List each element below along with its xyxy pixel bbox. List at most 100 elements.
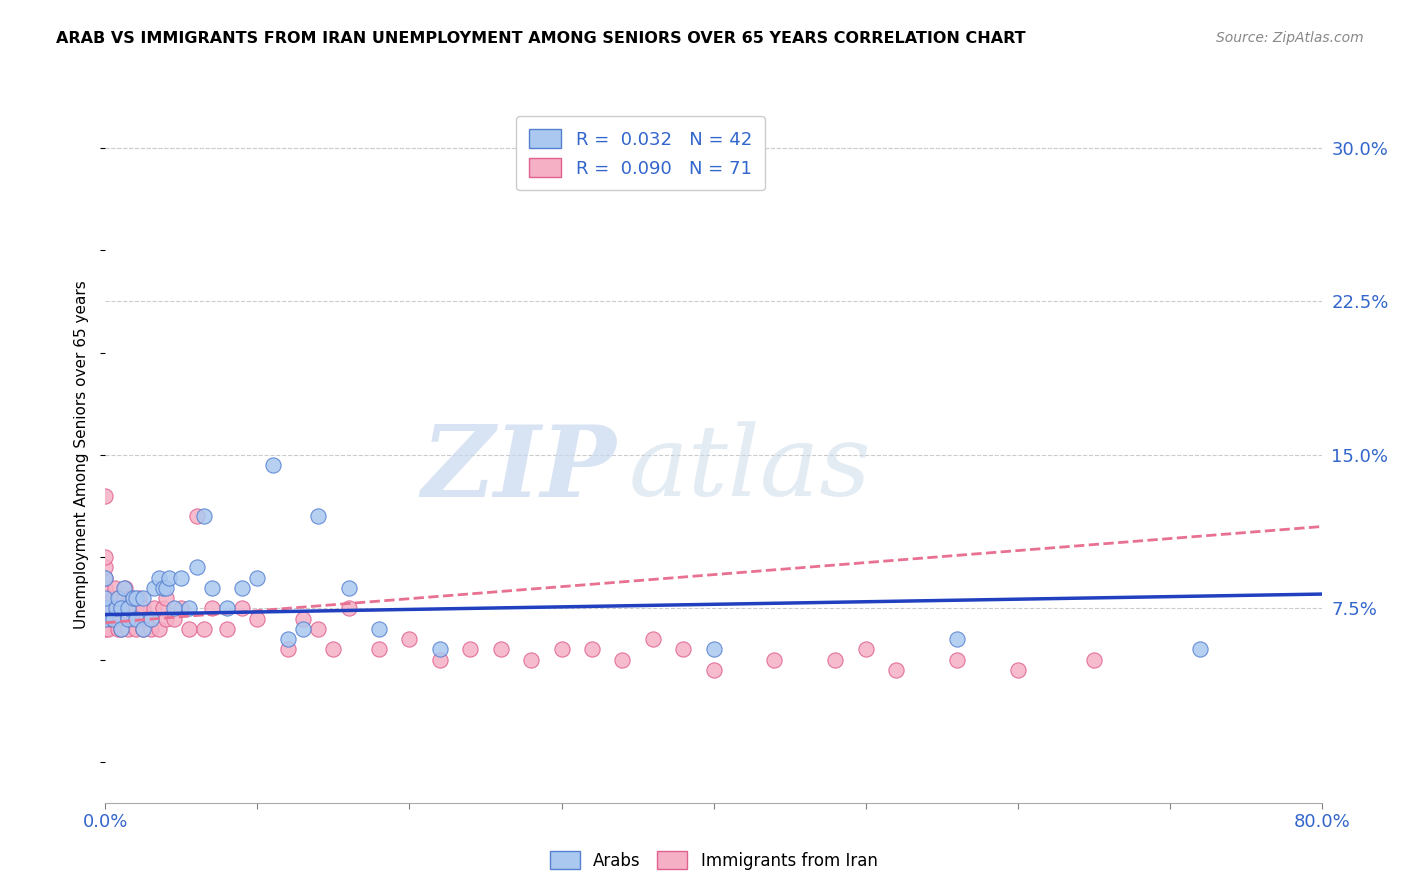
Point xyxy=(94,612,117,626)
Point xyxy=(157,571,180,585)
Point xyxy=(231,601,253,615)
Point xyxy=(170,571,193,585)
Point xyxy=(368,622,391,636)
Point xyxy=(94,601,117,615)
Point xyxy=(429,642,451,657)
Point xyxy=(170,601,193,615)
Point xyxy=(103,581,125,595)
Point xyxy=(110,622,132,636)
Point xyxy=(110,622,132,636)
Point xyxy=(1188,642,1211,657)
Point xyxy=(97,622,120,636)
Point xyxy=(101,591,124,606)
Point xyxy=(824,652,846,666)
Point xyxy=(217,622,239,636)
Point xyxy=(489,642,512,657)
Point xyxy=(763,652,786,666)
Text: ZIP: ZIP xyxy=(422,421,616,517)
Point xyxy=(135,612,157,626)
Point xyxy=(139,622,162,636)
Point xyxy=(112,581,135,595)
Point xyxy=(94,612,117,626)
Point xyxy=(117,601,139,615)
Point xyxy=(94,550,117,565)
Point xyxy=(550,642,572,657)
Point xyxy=(94,591,117,606)
Point xyxy=(143,601,166,615)
Point xyxy=(163,601,186,615)
Point xyxy=(94,601,117,615)
Point xyxy=(262,458,284,472)
Legend: Arabs, Immigrants from Iran: Arabs, Immigrants from Iran xyxy=(541,843,886,878)
Point xyxy=(277,642,299,657)
Point xyxy=(1007,663,1029,677)
Point xyxy=(117,622,139,636)
Point xyxy=(132,622,155,636)
Point xyxy=(945,652,967,666)
Point xyxy=(193,509,215,524)
Point xyxy=(125,612,148,626)
Point xyxy=(307,622,329,636)
Text: ARAB VS IMMIGRANTS FROM IRAN UNEMPLOYMENT AMONG SENIORS OVER 65 YEARS CORRELATIO: ARAB VS IMMIGRANTS FROM IRAN UNEMPLOYMEN… xyxy=(56,31,1026,46)
Point xyxy=(186,560,208,574)
Point xyxy=(132,591,155,606)
Point xyxy=(117,601,139,615)
Point xyxy=(672,642,695,657)
Point xyxy=(107,601,129,615)
Point xyxy=(155,591,177,606)
Point xyxy=(398,632,420,646)
Point xyxy=(231,581,253,595)
Point xyxy=(125,591,148,606)
Point xyxy=(155,612,177,626)
Point xyxy=(292,622,315,636)
Point xyxy=(117,612,139,626)
Point xyxy=(368,642,391,657)
Point xyxy=(108,591,131,606)
Text: Source: ZipAtlas.com: Source: ZipAtlas.com xyxy=(1216,31,1364,45)
Point xyxy=(94,571,117,585)
Point xyxy=(143,581,166,595)
Point xyxy=(702,642,725,657)
Point xyxy=(100,601,122,615)
Point xyxy=(125,622,148,636)
Point xyxy=(702,663,725,677)
Point xyxy=(148,622,170,636)
Point xyxy=(101,612,124,626)
Point xyxy=(107,591,129,606)
Point xyxy=(307,509,329,524)
Point xyxy=(322,642,344,657)
Point xyxy=(139,612,162,626)
Point xyxy=(107,622,129,636)
Point xyxy=(132,601,155,615)
Point xyxy=(152,601,174,615)
Point xyxy=(128,591,150,606)
Point xyxy=(581,642,603,657)
Point xyxy=(201,601,224,615)
Point xyxy=(217,601,239,615)
Point xyxy=(94,489,117,503)
Point xyxy=(246,571,269,585)
Point xyxy=(148,571,170,585)
Point xyxy=(105,601,128,615)
Point xyxy=(118,591,141,606)
Point xyxy=(155,581,177,595)
Point xyxy=(429,652,451,666)
Point xyxy=(612,652,634,666)
Point xyxy=(94,622,117,636)
Point xyxy=(177,601,200,615)
Point xyxy=(94,591,117,606)
Point xyxy=(112,591,135,606)
Point xyxy=(110,601,132,615)
Y-axis label: Unemployment Among Seniors over 65 years: Unemployment Among Seniors over 65 years xyxy=(75,281,90,629)
Point xyxy=(121,591,143,606)
Point xyxy=(125,601,148,615)
Point xyxy=(110,601,132,615)
Point xyxy=(277,632,299,646)
Point xyxy=(163,612,186,626)
Point xyxy=(201,581,224,595)
Point xyxy=(1083,652,1105,666)
Point xyxy=(94,560,117,574)
Point xyxy=(855,642,877,657)
Point xyxy=(337,581,360,595)
Text: atlas: atlas xyxy=(628,421,872,516)
